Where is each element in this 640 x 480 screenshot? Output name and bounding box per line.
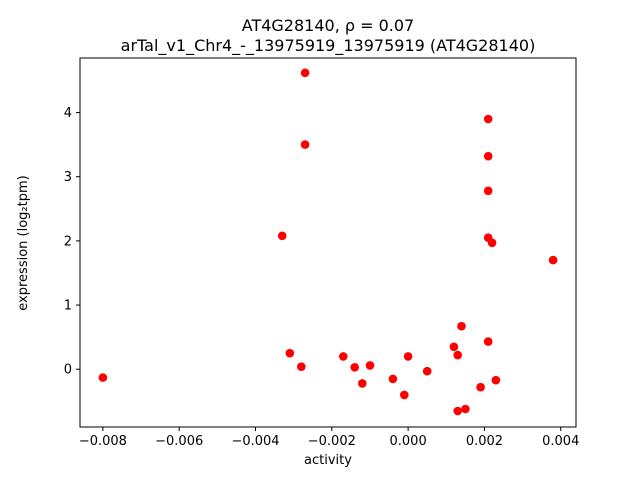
- chart-title-line1: AT4G28140, ρ = 0.07: [242, 16, 414, 35]
- data-point: [491, 375, 501, 385]
- data-point: [339, 352, 348, 361]
- data-point: [483, 337, 493, 346]
- data-point: [457, 321, 466, 331]
- data-point: [98, 373, 108, 382]
- x-tick-label: 0.002: [466, 434, 503, 449]
- data-point: [476, 382, 485, 392]
- data-point: [285, 348, 295, 358]
- data-point: [487, 238, 497, 248]
- y-tick-label: 0: [64, 363, 72, 378]
- data-point: [483, 151, 493, 161]
- chart-title-line2: arTal_v1_Chr4_-_13975919_13975919 (AT4G2…: [121, 36, 536, 56]
- data-point: [388, 374, 398, 384]
- data-point: [453, 406, 463, 416]
- data-point: [483, 186, 493, 196]
- plot-frame: [79, 57, 577, 428]
- x-axis-label: activity: [304, 453, 352, 468]
- data-point: [277, 231, 287, 241]
- data-point: [350, 363, 360, 372]
- x-tick-label: −0.002: [308, 434, 356, 449]
- data-point: [365, 361, 375, 370]
- data-point: [403, 352, 413, 361]
- x-tick-label: 0.000: [390, 434, 427, 449]
- data-point: [483, 114, 493, 124]
- y-tick-label: 2: [64, 234, 72, 249]
- data-point: [297, 362, 306, 372]
- y-axis-label: expression (log₂tpm): [16, 175, 31, 310]
- y-tick-label: 4: [64, 106, 72, 121]
- x-tick-label: 0.004: [542, 434, 579, 449]
- x-tick-label: −0.008: [79, 434, 127, 449]
- y-tick-label: 1: [64, 299, 72, 314]
- data-point: [548, 255, 558, 265]
- data-point: [400, 390, 409, 400]
- y-tick-label: 3: [64, 170, 72, 185]
- data-point: [453, 350, 463, 360]
- data-point: [358, 379, 367, 388]
- plot-content: −0.008 −0.006 −0.004 −0.002 0.000 0.002 0.004 0…: [64, 57, 579, 449]
- x-tick-label: −0.004: [231, 434, 279, 449]
- data-point: [300, 140, 310, 149]
- data-point: [461, 404, 470, 414]
- x-tick-label: −0.006: [155, 434, 203, 449]
- data-point: [422, 366, 432, 376]
- data-point: [449, 342, 459, 352]
- data-point: [300, 68, 310, 78]
